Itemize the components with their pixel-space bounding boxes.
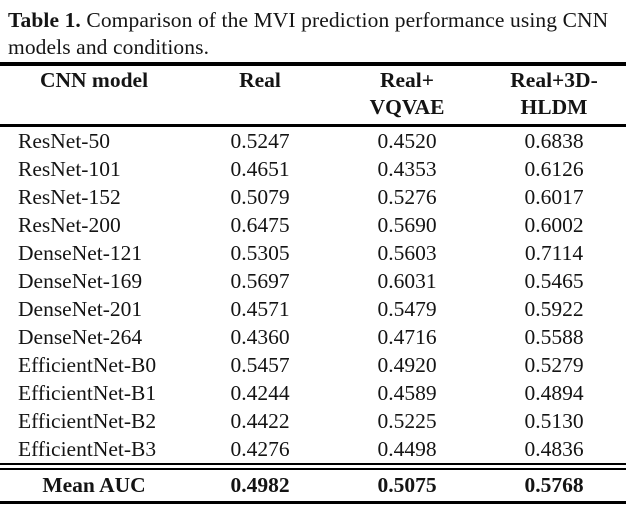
column-header-real: Real	[239, 68, 281, 92]
mean-auc-value-cell: 0.5768	[524, 473, 584, 497]
auc-value-cell: 0.4920	[377, 353, 437, 377]
model-name-cell: DenseNet-264	[18, 325, 143, 349]
table-row: EfficientNet-B1 0.4244 0.4589 0.4894	[0, 379, 626, 407]
model-name-cell: ResNet-101	[18, 157, 121, 181]
model-name-cell: ResNet-200	[18, 213, 121, 237]
auc-value-cell: 0.4589	[377, 381, 437, 405]
auc-value-cell: 0.5247	[230, 129, 290, 153]
mean-auc-value-cell: 0.4982	[230, 473, 290, 497]
auc-value-cell: 0.6031	[377, 269, 437, 293]
table-caption-label: Table 1.	[8, 8, 81, 32]
column-header-real-3d-hldm-line2: HLDM	[520, 95, 588, 119]
table-row: ResNet-200 0.6475 0.5690 0.6002	[0, 211, 626, 239]
auc-value-cell: 0.6017	[524, 185, 584, 209]
auc-value-cell: 0.5479	[377, 297, 437, 321]
auc-value-cell: 0.4894	[524, 381, 584, 405]
auc-value-cell: 0.7114	[524, 241, 584, 265]
table-row: EfficientNet-B0 0.5457 0.4920 0.5279	[0, 351, 626, 379]
table-row: EfficientNet-B2 0.4422 0.5225 0.5130	[0, 407, 626, 435]
auc-value-cell: 0.5305	[230, 241, 290, 265]
header-row: CNN model Real Real+ VQVAE Real+3D- HLDM	[0, 64, 626, 126]
auc-value-cell: 0.4651	[230, 157, 290, 181]
table-caption: Table 1. Comparison of the MVI predictio…	[8, 7, 620, 61]
table-caption-text: Comparison of the MVI prediction perform…	[8, 8, 609, 59]
column-header-real-3d-hldm: Real+3D- HLDM	[482, 64, 626, 126]
auc-value-cell: 0.5588	[524, 325, 584, 349]
auc-value-cell: 0.4353	[377, 157, 437, 181]
column-header-real-3d-hldm-line1: Real+3D-	[510, 68, 598, 92]
auc-value-cell: 0.5130	[524, 409, 584, 433]
column-header-cnn-model: CNN model	[39, 68, 149, 92]
auc-value-cell: 0.5697	[230, 269, 290, 293]
table-row: DenseNet-264 0.4360 0.4716 0.5588	[0, 323, 626, 351]
results-table: CNN model Real Real+ VQVAE Real+3D- HLDM…	[0, 62, 626, 504]
auc-value-cell: 0.4716	[377, 325, 437, 349]
auc-value-cell: 0.4571	[230, 297, 290, 321]
table-row: ResNet-101 0.4651 0.4353 0.6126	[0, 155, 626, 183]
model-name-cell: EfficientNet-B1	[18, 381, 157, 405]
auc-value-cell: 0.5276	[377, 185, 437, 209]
column-header-real-vqvae-line2: VQVAE	[369, 95, 445, 119]
auc-value-cell: 0.6475	[230, 213, 290, 237]
mean-auc-row: Mean AUC 0.4982 0.5075 0.5768	[0, 467, 626, 503]
model-name-cell: ResNet-50	[18, 129, 110, 153]
table-row: ResNet-50 0.5247 0.4520 0.6838	[0, 126, 626, 156]
auc-value-cell: 0.5465	[524, 269, 584, 293]
auc-value-cell: 0.5690	[377, 213, 437, 237]
auc-value-cell: 0.6002	[524, 213, 584, 237]
auc-value-cell: 0.4520	[377, 129, 437, 153]
model-name-cell: EfficientNet-B0	[18, 353, 157, 377]
model-name-cell: ResNet-152	[18, 185, 121, 209]
table-row: DenseNet-201 0.4571 0.5479 0.5922	[0, 295, 626, 323]
auc-value-cell: 0.5457	[230, 353, 290, 377]
table-body: ResNet-50 0.5247 0.4520 0.6838 ResNet-10…	[0, 126, 626, 467]
mean-auc-label: Mean AUC	[42, 473, 146, 497]
auc-value-cell: 0.4276	[230, 437, 290, 461]
mean-auc-value-cell: 0.5075	[377, 473, 437, 497]
model-name-cell: DenseNet-169	[18, 269, 143, 293]
auc-value-cell: 0.6838	[524, 129, 584, 153]
table-footer: Mean AUC 0.4982 0.5075 0.5768	[0, 466, 626, 503]
column-header-real-vqvae-line1: Real+	[379, 68, 435, 92]
auc-value-cell: 0.4422	[230, 409, 290, 433]
auc-value-cell: 0.4836	[524, 437, 584, 461]
table-row: DenseNet-169 0.5697 0.6031 0.5465	[0, 267, 626, 295]
table-row: ResNet-152 0.5079 0.5276 0.6017	[0, 183, 626, 211]
table-row: EfficientNet-B3 0.4276 0.4498 0.4836	[0, 435, 626, 467]
auc-value-cell: 0.5225	[377, 409, 437, 433]
table-row: DenseNet-121 0.5305 0.5603 0.7114	[0, 239, 626, 267]
auc-value-cell: 0.4360	[230, 325, 290, 349]
auc-value-cell: 0.4498	[377, 437, 437, 461]
model-name-cell: DenseNet-121	[18, 241, 143, 265]
auc-value-cell: 0.5603	[377, 241, 437, 265]
auc-value-cell: 0.5279	[524, 353, 584, 377]
auc-value-cell: 0.5079	[230, 185, 290, 209]
table-header: CNN model Real Real+ VQVAE Real+3D- HLDM	[0, 64, 626, 126]
column-header-real-vqvae: Real+ VQVAE	[332, 64, 482, 126]
auc-value-cell: 0.4244	[230, 381, 290, 405]
model-name-cell: DenseNet-201	[18, 297, 143, 321]
auc-value-cell: 0.6126	[524, 157, 584, 181]
auc-value-cell: 0.5922	[524, 297, 584, 321]
model-name-cell: EfficientNet-B2	[18, 409, 157, 433]
model-name-cell: EfficientNet-B3	[18, 437, 157, 461]
